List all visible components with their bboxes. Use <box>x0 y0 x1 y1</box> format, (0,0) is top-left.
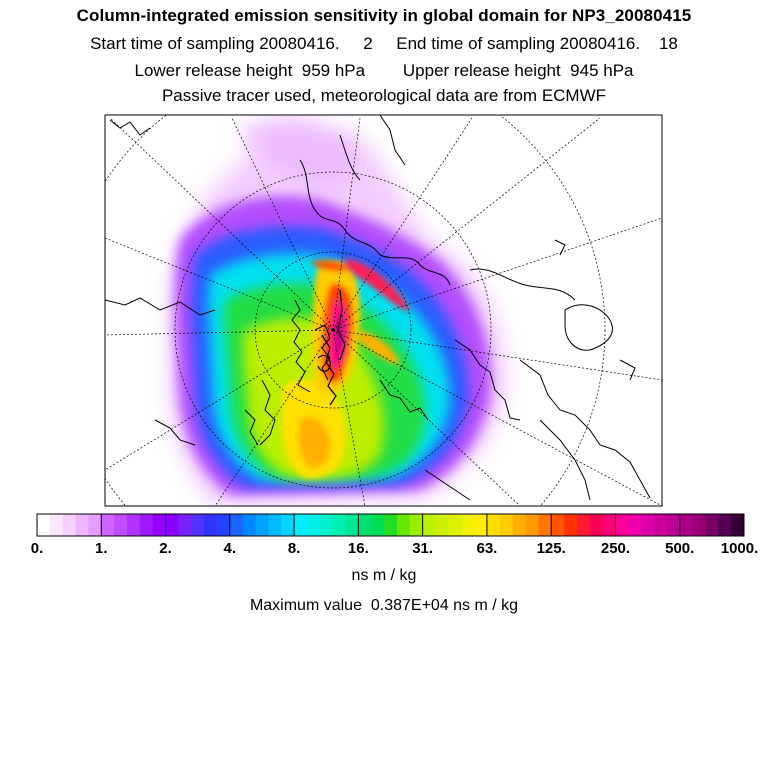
colorbar-tick: 8. <box>287 540 301 557</box>
colorbar-tick: 63. <box>476 540 498 557</box>
colorbar-cell <box>589 514 604 536</box>
colorbar-cell <box>396 514 411 536</box>
colorbar-cell <box>486 514 501 536</box>
colorbar-tick: 4. <box>223 540 237 557</box>
colorbar-tick: 31. <box>412 540 434 557</box>
colorbar-cell <box>101 514 115 536</box>
colorbar-cell <box>731 514 745 536</box>
colorbar-cell <box>576 514 591 536</box>
colorbar-cell <box>499 514 514 536</box>
tracer-info-line: Passive tracer used, meteorological data… <box>161 86 607 105</box>
colorbar-cell <box>705 514 719 536</box>
colorbar-cell <box>384 514 398 536</box>
colorbar-cell <box>139 514 154 536</box>
colorbar-cell <box>126 514 141 536</box>
colorbar-cell <box>692 514 706 536</box>
colorbar-cell <box>474 514 488 536</box>
colorbar-cell <box>615 514 629 536</box>
colorbar-cell <box>75 514 89 536</box>
colorbar-cell <box>332 514 347 536</box>
colorbar-tick: 16. <box>347 540 369 557</box>
colorbar-cell <box>461 514 475 536</box>
colorbar-cell <box>628 514 642 536</box>
colorbar-tick: 2. <box>159 540 172 557</box>
colorbar-cell <box>242 514 257 536</box>
colorbar-cell <box>204 514 218 536</box>
colorbar-tick: 1000. <box>720 540 759 557</box>
colorbar-cell <box>409 514 424 536</box>
colorbar-cell <box>178 514 192 536</box>
colorbar-cell <box>641 514 655 536</box>
sampling-time-line: Start time of sampling 20080416. 2 End t… <box>90 34 678 53</box>
colorbar-cell <box>37 514 51 536</box>
colorbar-tick: 500. <box>665 540 695 557</box>
colorbar-cell <box>564 514 578 536</box>
colorbar-cell <box>165 514 179 536</box>
colorbar-cell <box>114 514 128 536</box>
colorbar-tick: 1. <box>95 540 108 557</box>
colorbar-cell <box>371 514 385 536</box>
colorbar-cell <box>551 514 565 536</box>
colorbar-cell <box>229 514 244 536</box>
colorbar-cell <box>679 514 694 536</box>
colorbar-cell <box>654 514 668 536</box>
coastlines <box>105 115 651 501</box>
maximum-value: Maximum value 0.387E+04 ns m / kg <box>249 597 519 614</box>
colorbar-cell <box>152 514 167 536</box>
colorbar-cell <box>319 514 334 536</box>
colorbar-cell <box>88 514 102 536</box>
colorbar-cell <box>62 514 77 536</box>
colorbar-tick: 0. <box>30 540 44 557</box>
colorbar-cell <box>525 514 539 536</box>
colorbar-frame <box>36 513 745 537</box>
colorbar-cell <box>294 514 308 536</box>
colorbar-cell <box>422 514 436 536</box>
colorbar-cell <box>448 514 462 536</box>
colorbar-cell <box>281 514 295 536</box>
colorbar-cell <box>255 514 269 536</box>
colorbar-cell <box>602 514 616 536</box>
flight-track <box>317 289 346 406</box>
colorbar-tick: 125. <box>536 540 566 557</box>
colorbar-units: ns m / kg <box>351 567 417 584</box>
map-title: Column-integrated emission sensitivity i… <box>76 6 692 25</box>
release-height-line: Lower release height 959 hPa Upper relea… <box>134 61 634 80</box>
colorbar-cell <box>49 514 64 536</box>
colorbar-cell <box>268 514 282 536</box>
colorbar-cell <box>718 514 732 536</box>
colorbar-tick: 250. <box>600 540 631 557</box>
colorbar-cell <box>191 514 205 536</box>
colorbar-cell <box>216 514 231 536</box>
colorbar-cell <box>666 514 681 536</box>
colorbar-cell <box>306 514 321 536</box>
colorbar-cell <box>435 514 449 536</box>
colorbar-cell <box>345 514 359 536</box>
colorbar-cell <box>538 514 552 536</box>
colorbar-cell <box>512 514 526 536</box>
map-frame <box>104 114 663 507</box>
colorbar-cell <box>358 514 372 536</box>
